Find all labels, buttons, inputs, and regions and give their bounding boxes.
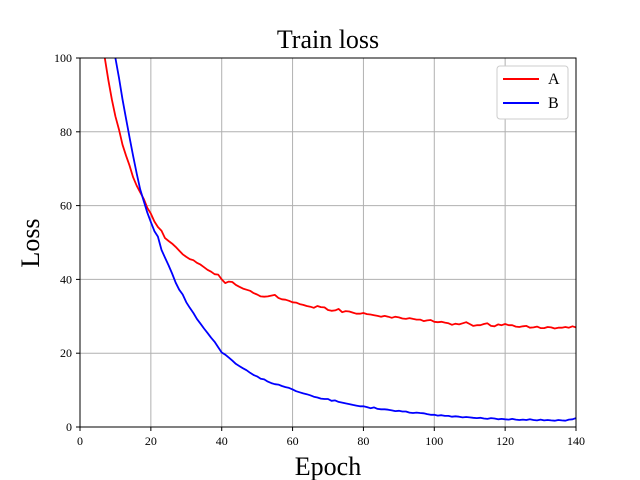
y-tick-label: 0: [66, 420, 72, 434]
y-tick-label: 60: [60, 199, 72, 213]
y-tick-label: 20: [60, 346, 72, 360]
y-tick-label: 40: [60, 272, 72, 286]
chart-title: Train loss: [277, 25, 379, 54]
legend-label-b: B: [548, 95, 559, 112]
x-axis-label: Epoch: [295, 452, 361, 480]
series-line-b: [114, 58, 576, 422]
y-tick-label: 80: [60, 125, 72, 139]
x-tick-label: 0: [77, 434, 83, 448]
x-tick-label: 100: [425, 434, 443, 448]
y-axis-label: Loss: [16, 218, 45, 267]
x-tick-label: 120: [496, 434, 514, 448]
axis-ticks: 0 20 40 60 80 100 120 140 0 20 40 60 80 100: [54, 51, 585, 448]
plot-frame: [79, 57, 577, 428]
legend-label-a: A: [548, 71, 560, 88]
x-tick-label: 60: [287, 434, 299, 448]
x-tick-label: 20: [145, 434, 157, 448]
y-tick-label: 100: [54, 51, 72, 65]
series-layer: [103, 58, 576, 422]
x-tick-label: 80: [357, 434, 369, 448]
series-line-a: [103, 58, 576, 330]
x-tick-label: 140: [567, 434, 585, 448]
legend: A B: [496, 65, 569, 120]
x-tick-label: 40: [216, 434, 228, 448]
